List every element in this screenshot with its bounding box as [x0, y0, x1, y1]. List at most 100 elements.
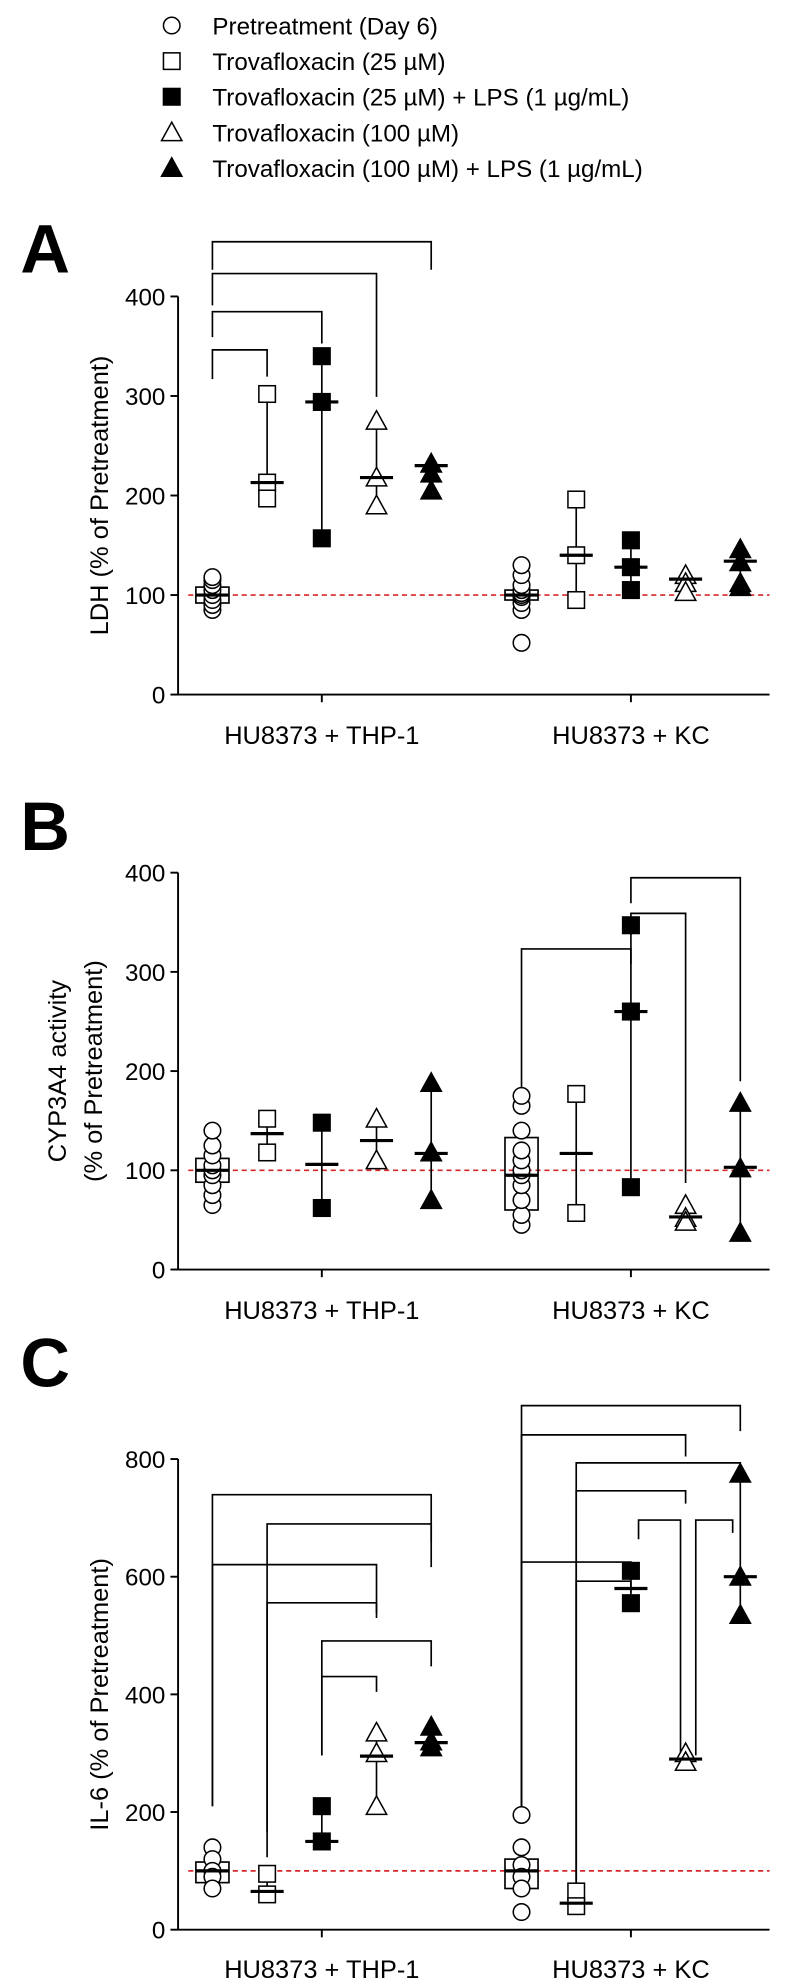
data-point: [258, 384, 277, 404]
data-point: [512, 1121, 531, 1140]
x-tick-label: HU8373 + THP-1: [224, 1297, 419, 1325]
significance-bracket: [211, 272, 378, 397]
significance-bracket: [630, 876, 742, 1082]
data-point: [728, 575, 752, 597]
significance-bracket: [575, 1580, 632, 1881]
x-tick-label: HU8373 + KC: [552, 722, 710, 750]
panel-letter: B: [20, 788, 70, 865]
legend-label: Trovafloxacin (25 µM): [212, 49, 445, 76]
data-point: [419, 478, 443, 500]
legend-marker: [162, 87, 181, 106]
data-point: [512, 1141, 531, 1160]
data-point: [512, 1879, 531, 1898]
panel-letter: A: [20, 210, 70, 287]
data-point: [203, 1136, 222, 1155]
data-point: [512, 1086, 531, 1105]
data-point: [365, 1741, 388, 1763]
data-point: [203, 1879, 222, 1898]
data-point: [203, 568, 222, 587]
y-tick-label: 300: [125, 960, 165, 987]
legend-label: Trovafloxacin (100 µM) + LPS (1 µg/mL): [212, 156, 642, 183]
y-tick-label: 0: [152, 1918, 165, 1945]
y-tick-label: 0: [152, 1257, 165, 1284]
x-tick-label: HU8373 + KC: [552, 1297, 710, 1325]
data-point: [258, 1885, 277, 1904]
significance-bracket: [320, 1675, 378, 1756]
legend-marker: [162, 16, 181, 35]
data-point: [512, 1805, 531, 1825]
data-point: [365, 1148, 388, 1170]
legend-label: Trovafloxacin (25 µM) + LPS (1 µg/mL): [212, 85, 629, 112]
data-point: [419, 1140, 443, 1162]
data-point: [258, 489, 277, 508]
data-point: [567, 490, 586, 509]
data-point: [203, 1121, 222, 1140]
significance-bracket: [211, 310, 323, 344]
data-point: [512, 633, 531, 652]
y-tick-label: 0: [152, 682, 165, 709]
data-point: [567, 1203, 586, 1223]
x-tick-label: HU8373 + THP-1: [224, 1956, 419, 1984]
data-point: [419, 1188, 443, 1210]
data-point: [365, 1106, 388, 1128]
legend-marker: [160, 120, 184, 142]
y-tick-label: 100: [125, 1158, 165, 1185]
data-point: [621, 1178, 640, 1197]
y-tick-label: 300: [125, 384, 165, 411]
significance-bracket: [575, 1490, 687, 1883]
y-tick-label: 200: [125, 1059, 165, 1086]
data-point: [567, 590, 586, 610]
data-point: [621, 916, 640, 935]
data-point: [312, 1797, 331, 1816]
data-point: [312, 529, 331, 548]
data-point: [419, 1735, 443, 1757]
y-tick-label: 800: [125, 1447, 165, 1474]
data-point: [512, 1205, 531, 1224]
significance-bracket: [211, 240, 433, 270]
y-tick-label: 400: [125, 861, 165, 888]
panel-letter: C: [20, 1325, 70, 1402]
data-point: [258, 1864, 277, 1883]
y-tick-label: 400: [125, 1682, 165, 1709]
y-tick-label: 400: [125, 284, 165, 311]
significance-bracket: [637, 1519, 682, 1756]
significance-bracket: [211, 349, 268, 380]
data-point: [674, 1210, 698, 1231]
significance-bracket: [266, 1601, 378, 1832]
significance-bracket: [266, 1523, 433, 1858]
data-point: [621, 1594, 640, 1613]
data-point: [258, 1109, 277, 1128]
data-point: [728, 1091, 752, 1112]
significance-bracket: [630, 912, 687, 1184]
data-point: [365, 493, 388, 515]
data-point: [728, 1221, 752, 1242]
data-point: [674, 1750, 698, 1772]
legend-marker: [160, 156, 184, 178]
y-axis-label: CYP3A4 activity: [44, 980, 72, 1163]
y-tick-label: 200: [125, 1800, 165, 1827]
data-point: [728, 1462, 752, 1483]
data-point: [621, 581, 640, 600]
data-point: [419, 1071, 443, 1093]
data-point: [258, 1143, 277, 1162]
y-tick-label: 600: [125, 1565, 165, 1592]
data-point: [567, 1084, 586, 1103]
data-point: [621, 531, 640, 550]
legend-marker: [162, 52, 181, 71]
data-point: [312, 1198, 331, 1218]
data-point: [365, 409, 388, 430]
data-point: [621, 1561, 640, 1580]
y-axis-label: LDH (% of Pretreatment): [86, 356, 114, 636]
significance-bracket: [211, 1563, 378, 1807]
x-tick-label: HU8373 + KC: [552, 1956, 710, 1984]
data-point: [512, 556, 531, 575]
data-point: [512, 1903, 531, 1922]
data-point: [365, 1720, 388, 1742]
data-point: [312, 1113, 331, 1132]
data-point: [567, 1897, 586, 1916]
data-point: [365, 1794, 388, 1816]
data-point: [512, 1191, 531, 1210]
x-tick-label: HU8373 + THP-1: [224, 722, 419, 750]
